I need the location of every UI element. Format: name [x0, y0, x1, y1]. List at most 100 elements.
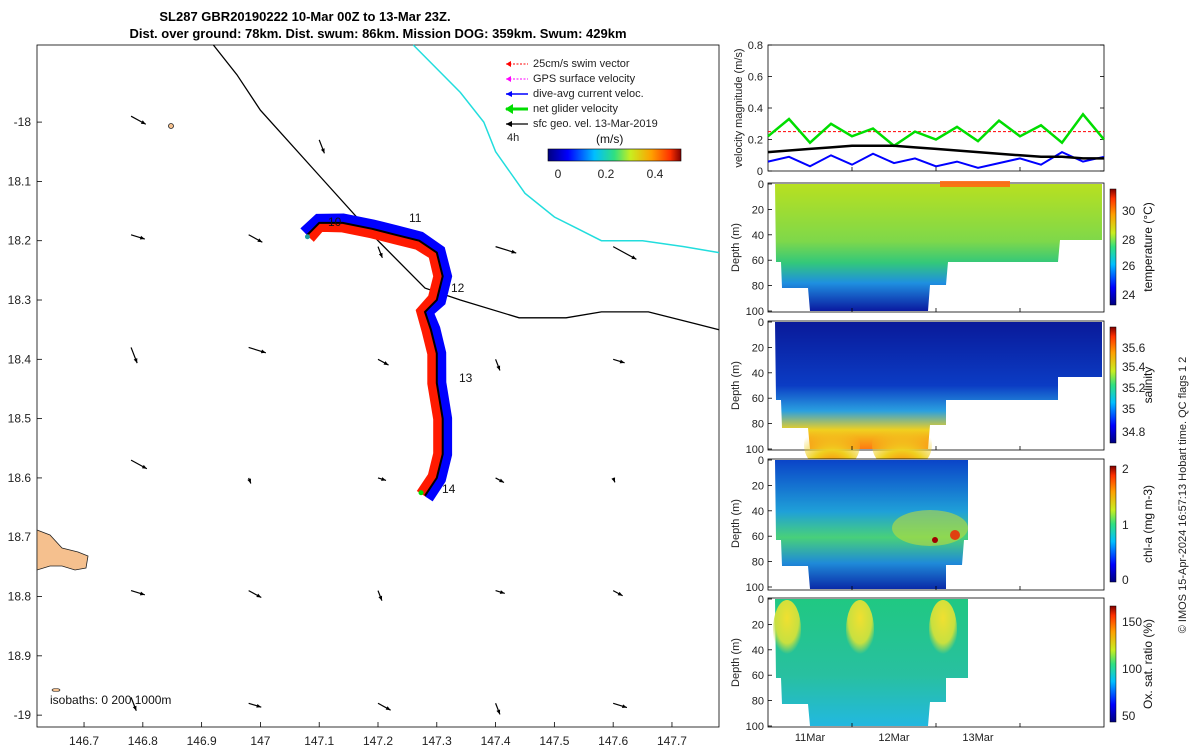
geo-vector-arrow [612, 246, 637, 260]
salinity-label: salinity [1141, 367, 1155, 404]
section-colorbars [1109, 188, 1117, 723]
map-frame [36, 44, 720, 728]
oxygen-section [767, 597, 1105, 728]
map-x-tick: 147.6 [598, 734, 628, 748]
geo-vector-arrow [495, 590, 505, 595]
depth-tick: 40 [752, 645, 764, 657]
geo-vector-arrow [495, 359, 501, 371]
geo-vector-arrow [495, 703, 501, 715]
depth-tick: 60 [752, 531, 764, 543]
geo-vector-arrow [377, 246, 383, 259]
depth-tick: 80 [752, 557, 764, 569]
depth-tick: 20 [752, 204, 764, 216]
depth-tick: 20 [752, 480, 764, 492]
oxygen-label: Ox. sat. ratio (%) [1141, 619, 1155, 709]
day-label: 14 [442, 482, 456, 496]
depth-tick: 80 [752, 281, 764, 293]
cb-tick: 35.6 [1122, 341, 1146, 355]
geo-vector-arrow [495, 477, 505, 484]
cb-tick: 150 [1122, 615, 1142, 629]
map-x-tick: 147.3 [422, 734, 452, 748]
map-y-tick: 18.3 [8, 293, 32, 307]
cb-tick: 35.2 [1122, 381, 1146, 395]
geo-vector-arrow [377, 702, 391, 711]
map-panel: 146.7 146.8 146.9 147 147.1 147.2 147.3 147.4 14… [8, 44, 720, 748]
cb-tick: 35 [1122, 402, 1136, 416]
legend-label: GPS surface velocity [533, 73, 636, 85]
map-y-tick: 18.7 [8, 530, 32, 544]
temperature-section [767, 181, 1105, 313]
geo-vector-arrow [248, 590, 262, 599]
depth-axis-label: Depth (m) [730, 361, 742, 410]
chla-section [767, 458, 1105, 591]
legend-label: dive-avg current veloc. [533, 88, 644, 100]
geo-velocity-vectors [130, 115, 637, 715]
depth-tick: 60 [752, 255, 764, 267]
track-end-marker [418, 490, 424, 496]
geo-vector-arrow [377, 477, 387, 481]
time-scale-label: 4h [507, 132, 519, 144]
velocity-line [767, 150, 1105, 169]
cb-tick: 1 [1122, 518, 1129, 532]
geo-vector-arrow [130, 234, 146, 240]
day-label: 10 [328, 215, 342, 229]
colorbar-ticks: 30 28 26 24 35.6 35.4 35.2 35 34.8 2 1 0… [1122, 204, 1146, 723]
geo-vector-arrow [130, 697, 137, 711]
geo-vector-arrow [612, 590, 623, 597]
geo-vector-arrow [377, 358, 389, 366]
geo-vector-arrow [318, 139, 325, 154]
legend-label: net glider velocity [533, 103, 618, 115]
colorbar-title: (m/s) [596, 132, 623, 146]
velocity-y-tick: 0.4 [748, 103, 763, 115]
map-y-tick: 18.8 [8, 590, 32, 604]
legend-net-velocity: net glider velocity [505, 103, 618, 115]
time-tick: 12Mar [878, 732, 910, 744]
depth-axis-label: Depth (m) [730, 499, 742, 548]
salinity-section [767, 320, 1105, 471]
geo-vector-arrow [495, 246, 517, 254]
colorbar-tick: 0.2 [598, 167, 615, 181]
temperature-colorbar [1109, 188, 1117, 306]
map-legend: 25cm/s swim vector GPS surface velocity … [505, 58, 682, 181]
map-y-tick: 18.2 [8, 234, 32, 248]
geo-vector-arrow [130, 347, 138, 364]
colorbar-tick: 0 [555, 167, 562, 181]
geo-vector-arrow [130, 590, 146, 596]
geo-vector-arrow [611, 477, 616, 483]
depth-tick: 40 [752, 506, 764, 518]
cb-tick: 2 [1122, 462, 1129, 476]
velocity-y-tick: 0.2 [748, 135, 763, 147]
velocity-frame [767, 44, 1105, 172]
coastline-line [212, 44, 720, 331]
section-panels [767, 181, 1105, 728]
depth-tick: 20 [752, 342, 764, 354]
velocity-ylabel: velocity magnitude (m/s) [733, 48, 745, 167]
map-x-tick: 147 [250, 734, 270, 748]
depth-tick: 40 [752, 368, 764, 380]
geo-vector-arrow [612, 702, 628, 709]
geo-vector-arrow [130, 115, 147, 125]
map-x-tick: 147.4 [481, 734, 511, 748]
geo-vector-arrow [130, 459, 148, 470]
cb-tick: 0 [1122, 573, 1129, 587]
geo-vector-arrow [248, 346, 267, 354]
depth-tick: 0 [758, 594, 764, 606]
cb-tick: 50 [1122, 709, 1136, 723]
depth-axis-label: Depth (m) [730, 638, 742, 687]
depth-axis-label: Depth (m) [730, 223, 742, 272]
cb-tick: 28 [1122, 233, 1136, 247]
legend-sfc-geo: sfc geo. vel. 13-Mar-2019 [506, 118, 658, 130]
velocity-y-tick: 0 [757, 166, 763, 178]
velocity-series [767, 112, 1105, 169]
legend-gps-velocity: GPS surface velocity [506, 73, 636, 85]
glider-track [300, 213, 453, 502]
velocity-panel: 0 0.2 0.4 0.6 0.8 velocity magnitude (m/s) [733, 40, 1105, 178]
geo-vector-arrow [377, 590, 383, 601]
speed-colorbar [547, 148, 682, 162]
time-tick: 13Mar [962, 732, 994, 744]
depth-tick: 100 [746, 721, 764, 733]
day-label: 11 [409, 211, 422, 225]
day-labels: 10 11 12 13 14 [328, 211, 473, 496]
cb-tick: 30 [1122, 204, 1136, 218]
